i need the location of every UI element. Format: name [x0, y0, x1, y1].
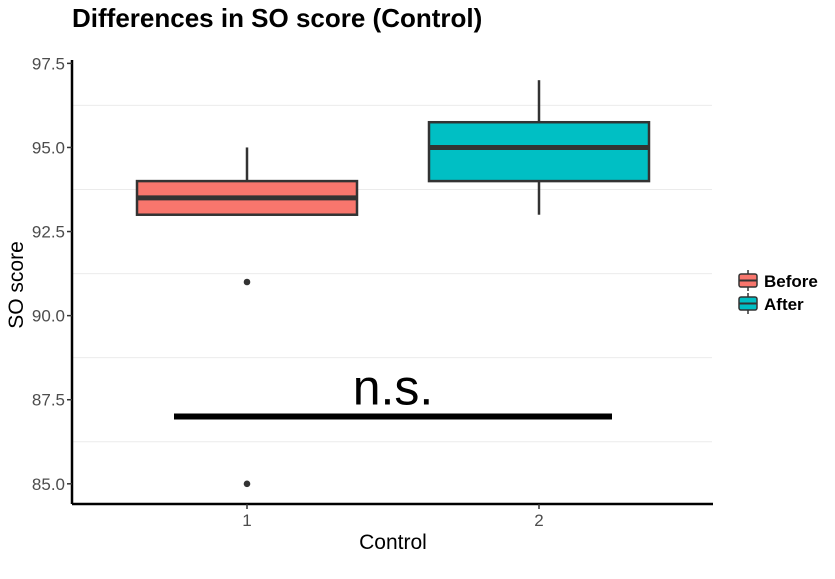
legend: Before After [738, 270, 818, 314]
boxes-group [135, 80, 651, 488]
y-axis-title: SO score [5, 241, 28, 329]
y-tick-label: 85.0 [32, 475, 65, 494]
x-axis-title: Control [359, 531, 427, 554]
outlier-point [243, 480, 251, 488]
chart-title: Differences in SO score (Control) [72, 3, 482, 33]
y-tick-label: 97.5 [32, 54, 65, 73]
x-tick-label: 2 [534, 511, 543, 530]
y-tick-label: 92.5 [32, 223, 65, 242]
axes [70, 60, 713, 506]
box-body [427, 120, 651, 183]
y-tick-label: 90.0 [32, 307, 65, 326]
y-tick-label: 95.0 [32, 138, 65, 157]
outlier-point [243, 278, 251, 286]
y-tick-label: 87.5 [32, 391, 65, 410]
box-after [427, 80, 651, 215]
legend-label: After [764, 295, 804, 314]
box-before [135, 147, 359, 488]
y-axis-ticks: 85.0 87.5 90.0 92.5 95.0 97.5 [32, 54, 72, 494]
legend-item-after: After [738, 293, 804, 314]
x-tick-label: 1 [242, 511, 251, 530]
significance-annotation: n.s. [174, 360, 612, 420]
legend-item-before: Before [738, 270, 818, 291]
significance-label: n.s. [353, 360, 434, 416]
legend-label: Before [764, 272, 818, 291]
